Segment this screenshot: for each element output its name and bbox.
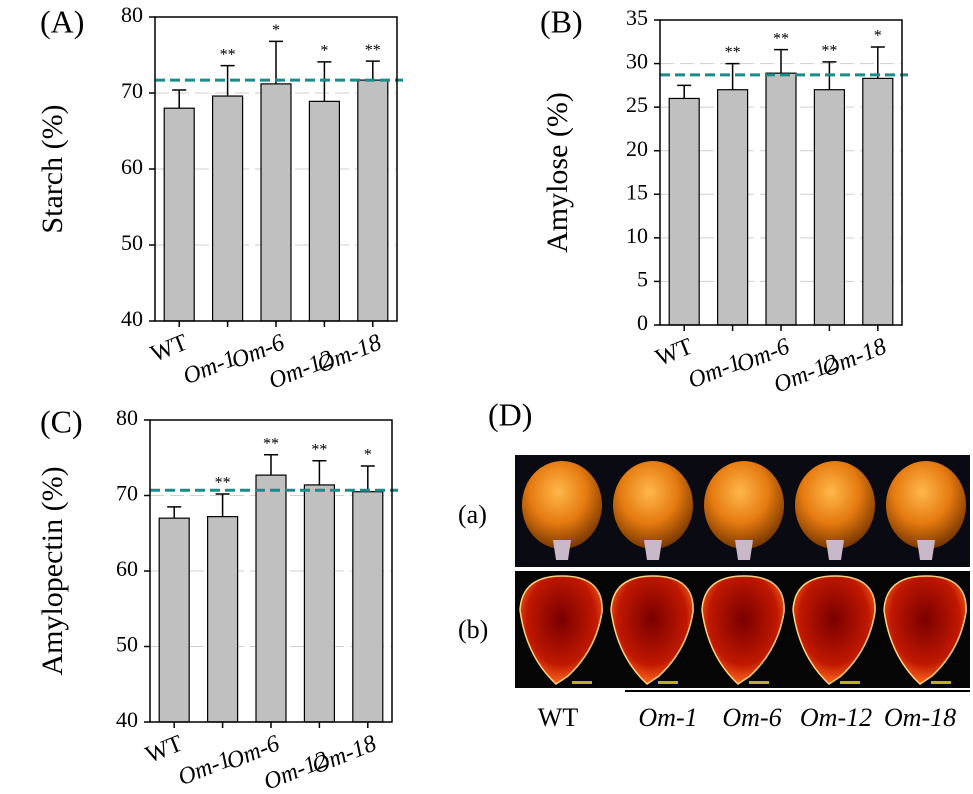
error-bar [167, 507, 181, 518]
kernel-tip [917, 540, 935, 560]
panel-label: (C) [40, 403, 83, 439]
y-axis-label: Amylopectin (%) [36, 466, 69, 675]
row-label: (a) [458, 500, 487, 529]
significance: * [874, 28, 882, 45]
y-tick-label: 25 [626, 92, 648, 117]
error-bar [726, 64, 740, 90]
y-axis-label: Starch (%) [36, 104, 69, 233]
y-tick-label: 15 [626, 179, 648, 204]
kernel-tip [644, 540, 662, 560]
y-tick-label: 50 [121, 230, 143, 255]
significance: * [272, 22, 280, 39]
bar [718, 90, 748, 325]
scale-bar [840, 681, 860, 684]
figure: (D) (a) (b) (A)Starch (%)4050607080WT**O… [0, 0, 973, 794]
scale-bar [658, 681, 678, 684]
error-bar [317, 62, 331, 102]
bar [159, 518, 189, 722]
bar [814, 90, 844, 325]
significance: ** [725, 44, 741, 61]
bar [256, 475, 286, 722]
x-tick-label: Om-18 [309, 731, 381, 780]
significance: ** [773, 30, 789, 47]
bar [208, 517, 238, 722]
error-bar [312, 461, 326, 485]
significance: * [364, 447, 372, 464]
y-tick-label: 60 [116, 556, 138, 581]
bar [358, 80, 388, 321]
bar [669, 98, 699, 325]
error-bar [269, 41, 283, 84]
error-bar [216, 494, 230, 517]
photo-category-label: Om-18 [884, 703, 956, 732]
y-tick-label: 40 [121, 306, 143, 331]
kernel-tip [826, 540, 844, 560]
y-tick-label: 80 [121, 2, 143, 27]
y-tick-label: 60 [121, 154, 143, 179]
significance: ** [220, 46, 236, 63]
y-tick-label: 40 [116, 707, 138, 732]
kernel-photo [795, 461, 875, 549]
y-tick-label: 80 [116, 405, 138, 430]
y-tick-label: 30 [626, 49, 648, 74]
panel-label: (A) [40, 3, 84, 39]
scale-bar [931, 681, 951, 684]
significance: ** [821, 43, 837, 60]
significance: ** [311, 441, 327, 458]
significance: * [320, 43, 328, 60]
x-tick-label: WT [147, 329, 192, 367]
y-tick-label: 20 [626, 136, 648, 161]
bar [353, 492, 383, 722]
photo-category-label: Om-6 [722, 703, 781, 732]
photo-category-label: Om-12 [800, 703, 872, 732]
scale-bar [749, 681, 769, 684]
y-tick-label: 50 [116, 632, 138, 657]
row-label: (b) [458, 615, 488, 644]
error-bar [774, 50, 788, 74]
bar [863, 78, 893, 325]
bar [309, 101, 339, 321]
y-axis-label: Amylose (%) [541, 92, 574, 253]
kernel-photo [522, 461, 602, 549]
error-bar [366, 61, 380, 80]
x-tick-label: WT [142, 730, 187, 768]
error-bar [677, 85, 691, 98]
bar [766, 73, 796, 325]
bar [164, 108, 194, 321]
y-tick-label: 70 [121, 78, 143, 103]
photo-category-label: WT [538, 703, 579, 732]
error-bar [264, 455, 278, 475]
significance: ** [365, 42, 381, 59]
kernel-tip [553, 540, 571, 560]
y-tick-label: 0 [637, 310, 648, 335]
x-tick-label: Om-18 [819, 334, 891, 383]
kernel-photo [886, 461, 966, 549]
significance: ** [263, 435, 279, 452]
panel-label: (B) [540, 3, 583, 39]
kernel-tip [735, 540, 753, 560]
bar [261, 84, 291, 321]
y-tick-label: 35 [626, 5, 648, 30]
error-bar [361, 466, 375, 492]
x-tick-label: Om-18 [314, 330, 386, 379]
kernel-photo [704, 461, 784, 549]
kernel-photo [613, 461, 693, 549]
panel-label: (D) [488, 396, 532, 432]
bar [213, 96, 243, 321]
bar [304, 485, 334, 722]
y-tick-label: 70 [116, 481, 138, 506]
photo-category-label: Om-1 [638, 703, 697, 732]
x-tick-label: WT [652, 333, 697, 371]
y-tick-label: 5 [637, 266, 648, 291]
y-tick-label: 10 [626, 223, 648, 248]
scale-bar [572, 681, 592, 684]
